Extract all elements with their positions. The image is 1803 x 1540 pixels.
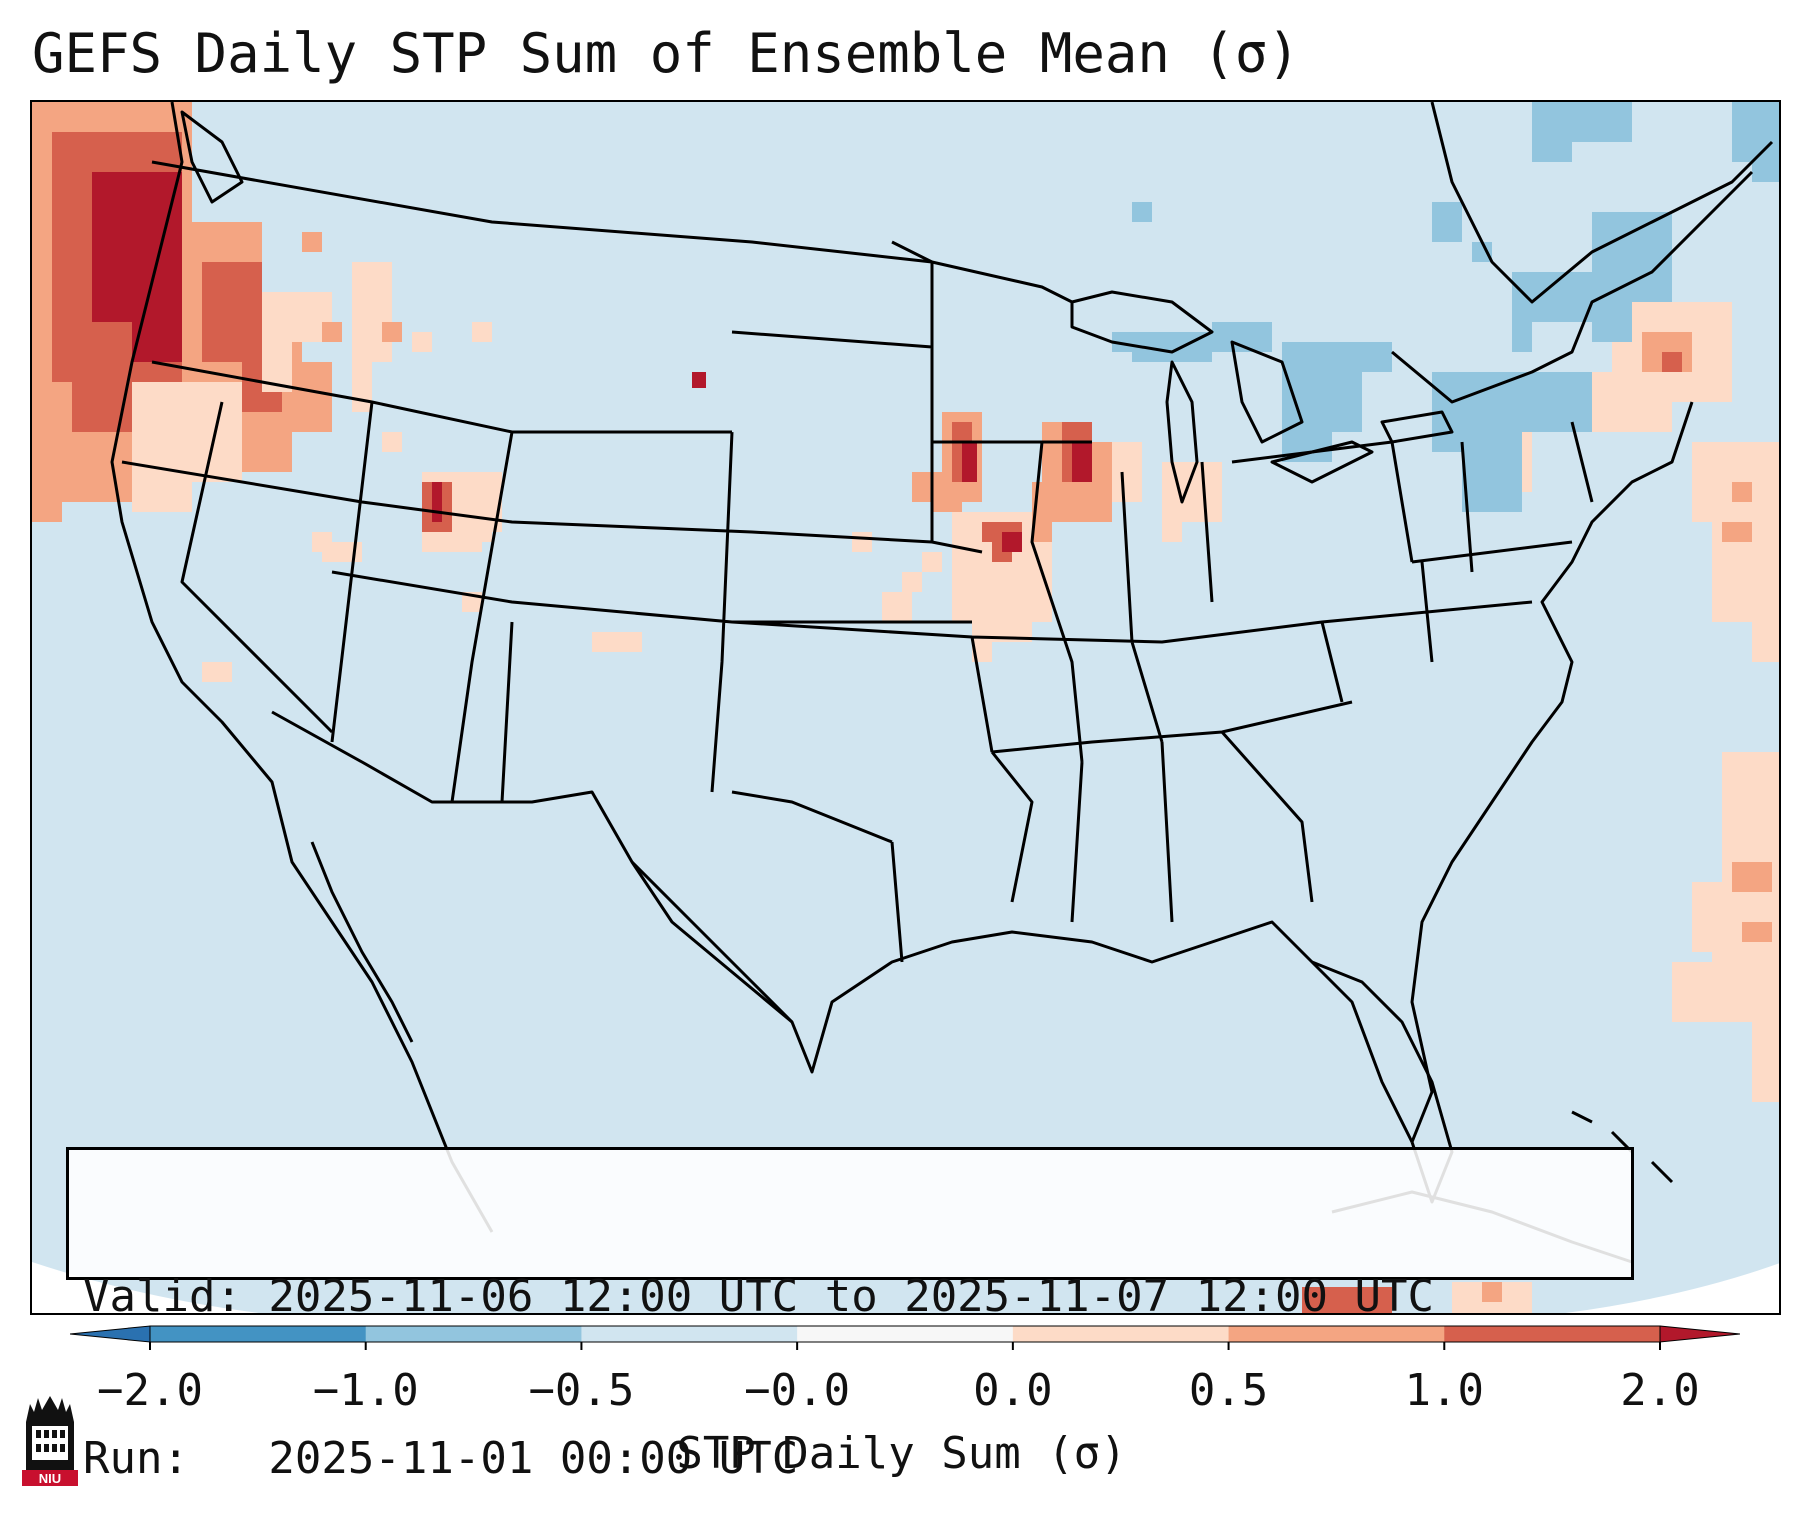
colorbar-segment <box>581 1326 798 1342</box>
colorbar-tick-label: −2.0 <box>97 1365 203 1416</box>
svg-text:NIU: NIU <box>39 1471 61 1486</box>
colorbar-segment <box>797 1326 1014 1342</box>
lake-huron <box>1230 340 1304 444</box>
niu-tower-icon: NIU <box>22 1396 78 1486</box>
colorbar-extend-low <box>70 1325 151 1343</box>
lake-ontario <box>1380 410 1454 444</box>
colorbar-tick-label: 0.5 <box>1188 1365 1269 1416</box>
colorbar-tick-label: −1.0 <box>312 1365 419 1416</box>
vancouver-island <box>180 110 244 204</box>
colorbar-label: STP Daily Sum (σ) <box>676 1428 1127 1479</box>
niu-logo: NIU <box>20 1392 80 1491</box>
us-mexico-border <box>271 710 794 1024</box>
colorbar-segment <box>1012 1326 1230 1342</box>
colorbar-tick-label: −0.5 <box>528 1365 635 1416</box>
colorbar-segment <box>1228 1326 1445 1342</box>
colorbar-segment <box>1444 1326 1661 1342</box>
domain-edge-right <box>1565 1263 1779 1313</box>
map-title: GEFS Daily STP Sum of Ensemble Mean (σ) <box>32 22 1300 85</box>
map-borders <box>110 102 1774 1264</box>
colorbar-tick-label: −0.0 <box>744 1365 851 1416</box>
colorbar-segment <box>365 1326 582 1342</box>
colorbar <box>70 1325 1740 1350</box>
colorbar-segment <box>150 1326 367 1342</box>
stp-cells-northwest <box>32 102 492 522</box>
east-coast <box>1410 401 1694 1143</box>
canada-coast <box>1430 102 1774 304</box>
us-canada-border <box>151 160 1754 404</box>
colorbar-tick-label: 1.0 <box>1404 1365 1485 1416</box>
stp-cells-midwest <box>852 412 1222 662</box>
state-lines <box>121 240 1594 963</box>
lake-erie <box>1270 440 1374 484</box>
map-canvas <box>32 102 1779 1313</box>
colorbar-extend-high <box>1659 1325 1740 1343</box>
valid-time-text: Valid: 2025-11-06 12:00 UTC to 2025-11-0… <box>83 1271 1435 1322</box>
lake-michigan <box>1165 360 1199 504</box>
stp-cells-negative <box>1112 102 1779 512</box>
gulf-coast <box>630 861 1414 1143</box>
west-coast <box>110 102 494 1233</box>
run-time-text: Run: 2025-11-01 00:00 UTC <box>83 1433 799 1484</box>
baja-coast <box>310 841 414 1043</box>
domain-edge-left <box>32 1262 259 1313</box>
colorbar-tick-label: 2.0 <box>1620 1365 1700 1416</box>
validity-info-box: Valid: 2025-11-06 12:00 UTC to 2025-11-0… <box>66 1147 1634 1484</box>
lake-superior <box>1070 290 1214 354</box>
colorbar-tick-label: 0.0 <box>973 1365 1053 1416</box>
colorbar-outline <box>149 1325 1661 1343</box>
map-panel <box>30 100 1781 1315</box>
